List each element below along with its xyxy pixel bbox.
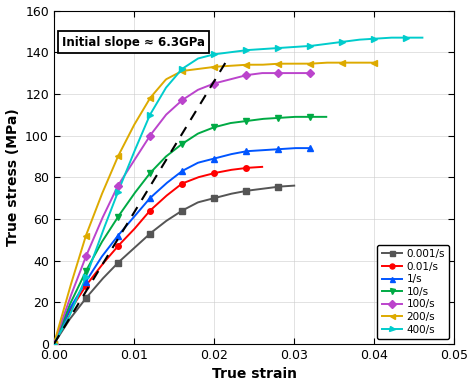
Y-axis label: True stress (MPa): True stress (MPa) — [6, 108, 19, 246]
Text: Initial slope ≈ 6.3GPa: Initial slope ≈ 6.3GPa — [62, 36, 205, 48]
Legend: 0.001/s, 0.01/s, 1/s, 10/s, 100/s, 200/s, 400/s: 0.001/s, 0.01/s, 1/s, 10/s, 100/s, 200/s… — [377, 245, 449, 339]
X-axis label: True strain: True strain — [212, 367, 297, 382]
